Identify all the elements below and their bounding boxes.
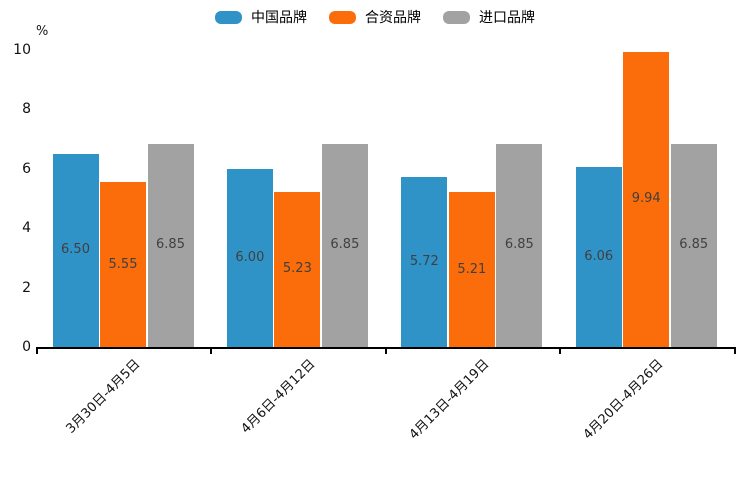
- x-category-label: 4月6日-4月12日: [238, 356, 319, 437]
- legend-item-import-brand: 进口品牌: [443, 7, 535, 27]
- bar-value-label: 5.21: [457, 261, 487, 277]
- bar-china-brand: [52, 153, 99, 347]
- y-tick-label: 8: [22, 101, 31, 118]
- bar-value-label: 6.50: [61, 242, 90, 258]
- y-tick-label: 0: [22, 339, 31, 355]
- y-tick-label: 4: [22, 220, 31, 237]
- bar-import-brand: [670, 143, 717, 347]
- x-axis-tick: [36, 347, 38, 354]
- bar-joint-venture: [448, 192, 495, 347]
- y-axis-unit-label: %: [36, 24, 49, 39]
- y-tick-label: 6: [22, 160, 31, 177]
- bar-import-brand: [496, 143, 543, 347]
- bar-value-label: 6.85: [330, 237, 360, 253]
- bar-value-label: 5.23: [282, 261, 312, 277]
- x-category-label: 4月20日-4月26日: [581, 356, 667, 443]
- x-axis-tick: [384, 347, 387, 354]
- bar-import-brand: [147, 143, 194, 347]
- bar-value-label: 9.94: [631, 191, 661, 207]
- chart-legend: 中国品牌 合资品牌 进口品牌: [3, 7, 744, 27]
- x-category-label: 3月30日-4月5日: [63, 356, 144, 437]
- bar-joint-venture: [274, 191, 321, 347]
- bar-value-label: 6.06: [584, 249, 614, 264]
- bar-joint-venture: [623, 51, 670, 347]
- legend-swatch-icon: [443, 10, 470, 24]
- x-axis-tick: [210, 347, 213, 354]
- bar-china-brand: [401, 177, 448, 347]
- bar-joint-venture: [100, 182, 146, 347]
- bar-value-label: 5.72: [409, 254, 439, 270]
- bar-china-brand: [226, 168, 273, 347]
- bar-value-label: 5.55: [108, 256, 138, 272]
- bar-value-label: 6.85: [504, 237, 534, 253]
- bar-value-label: 6.00: [235, 249, 265, 265]
- y-tick-label: 10: [13, 42, 31, 58]
- legend-label: 合资品牌: [365, 10, 421, 26]
- bar-import-brand: [321, 143, 368, 347]
- legend-label: 进口品牌: [479, 10, 535, 26]
- x-axis-tick: [559, 347, 562, 354]
- legend-item-joint-venture: 合资品牌: [329, 7, 421, 27]
- legend-item-china-brand: 中国品牌: [215, 7, 307, 27]
- y-tick-label: 2: [22, 279, 31, 296]
- bar-china-brand: [575, 167, 622, 347]
- x-category-label: 4月13日-4月19日: [406, 356, 493, 443]
- x-axis-tick: [733, 347, 736, 354]
- legend-swatch-icon: [329, 10, 356, 24]
- bar-value-label: 6.85: [679, 237, 709, 253]
- bar-value-label: 6.85: [156, 237, 185, 253]
- legend-label: 中国品牌: [251, 10, 307, 26]
- legend-swatch-icon: [215, 10, 242, 24]
